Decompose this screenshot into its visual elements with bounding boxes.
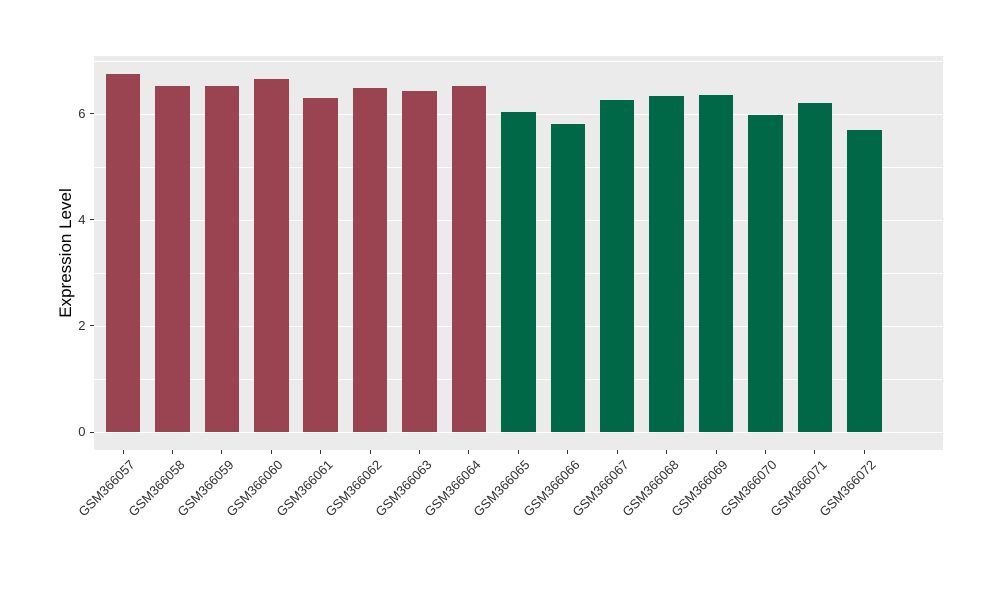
- y-tick-label: 6: [78, 105, 86, 121]
- x-tick-mark: [320, 450, 322, 454]
- bar-GSM366069: [698, 95, 734, 433]
- bar-GSM366065: [501, 112, 536, 433]
- x-tick-mark: [517, 450, 519, 454]
- bar-GSM366059: [204, 85, 240, 433]
- x-tick-mark: [270, 450, 272, 454]
- x-tick-mark: [715, 450, 717, 454]
- bar-GSM366061: [303, 97, 339, 433]
- x-tick-mark: [616, 450, 618, 454]
- y-tick-label: 4: [78, 211, 86, 227]
- y-tick-mark: [89, 113, 94, 115]
- bar-GSM366058: [155, 85, 190, 433]
- y-tick-mark: [89, 219, 94, 221]
- bar-GSM366062: [352, 88, 388, 433]
- major-gridline: [93, 432, 944, 434]
- x-tick-mark: [419, 450, 421, 454]
- x-tick-mark: [468, 450, 470, 454]
- x-tick-mark: [567, 450, 569, 454]
- bar-GSM366066: [550, 123, 586, 433]
- x-tick-mark: [172, 450, 174, 454]
- bar-GSM366067: [599, 100, 635, 433]
- bar-GSM366068: [649, 96, 684, 433]
- x-tick-mark: [764, 450, 766, 454]
- x-tick-mark: [122, 450, 124, 454]
- x-tick-mark: [863, 450, 865, 454]
- bar-GSM366063: [402, 90, 437, 433]
- bar-GSM366060: [254, 79, 289, 433]
- plot-panel: [93, 56, 944, 450]
- y-tick-mark: [89, 431, 94, 433]
- x-tick-mark: [666, 450, 668, 454]
- bar-GSM366064: [451, 86, 487, 433]
- x-tick-mark: [221, 450, 223, 454]
- x-tick-mark: [814, 450, 816, 454]
- x-tick-mark: [369, 450, 371, 454]
- bar-GSM366057: [105, 73, 141, 433]
- y-tick-label: 2: [78, 317, 86, 333]
- minor-gridline: [93, 60, 944, 62]
- bar-GSM366071: [797, 102, 833, 433]
- bar-GSM366070: [748, 114, 783, 433]
- y-tick-label: 0: [78, 424, 86, 440]
- bar-GSM366072: [846, 129, 882, 433]
- y-tick-mark: [89, 325, 94, 327]
